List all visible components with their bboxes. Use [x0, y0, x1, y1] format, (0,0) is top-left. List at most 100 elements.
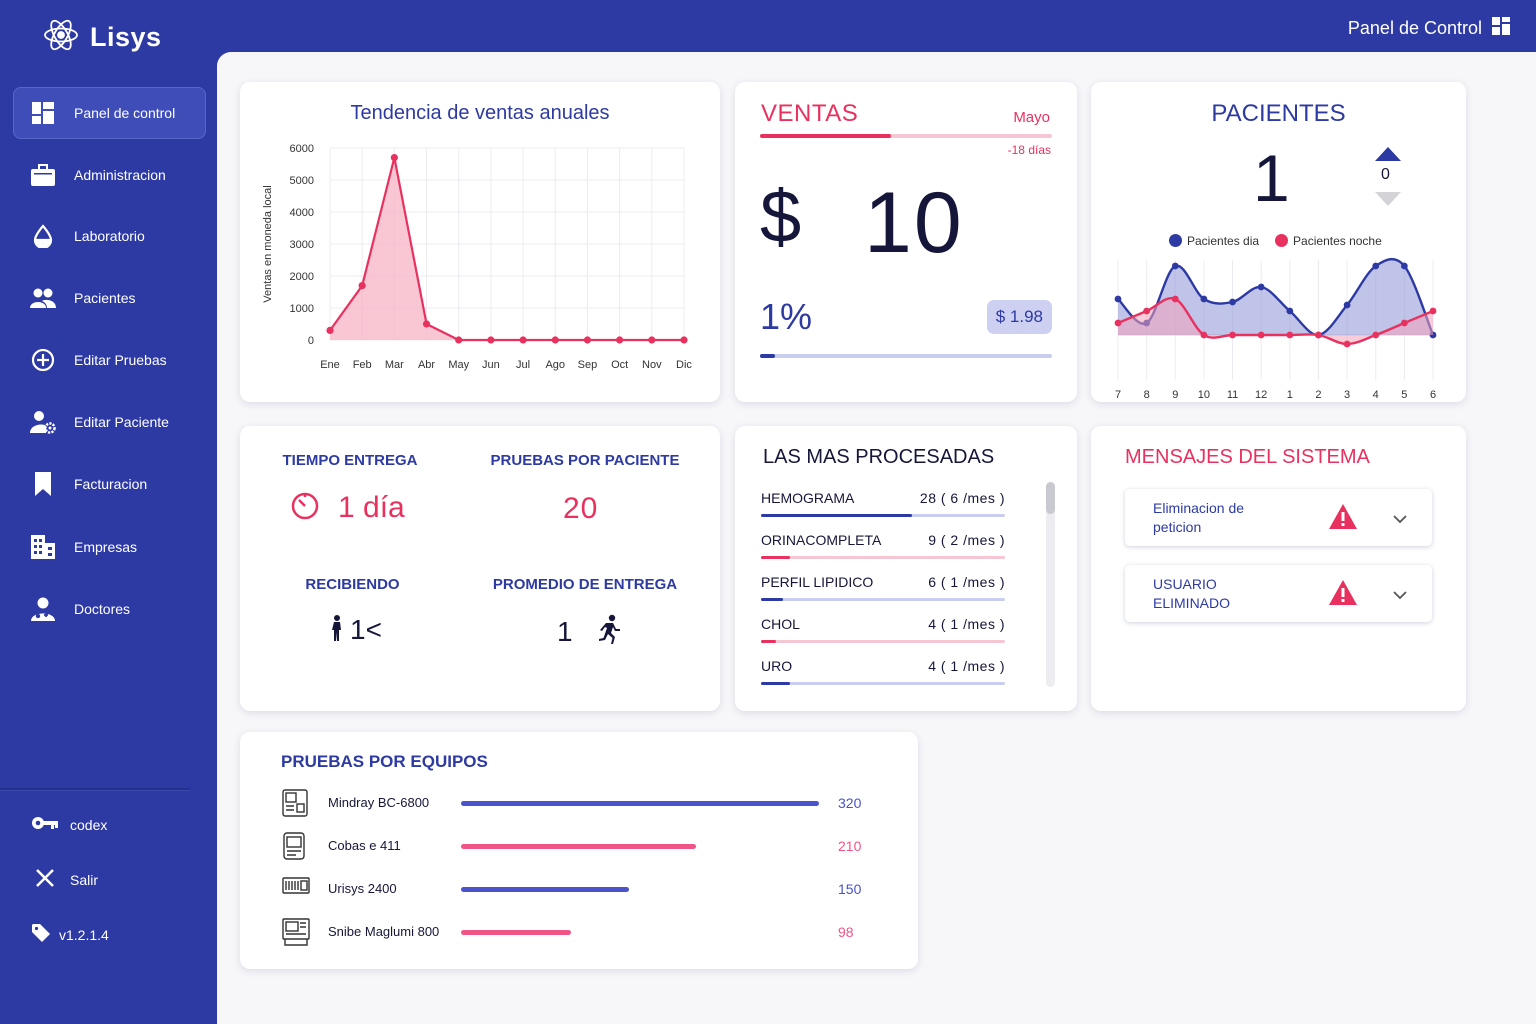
- procesada-bar: [761, 556, 1005, 559]
- procesada-bar: [761, 640, 1005, 643]
- sales-chart: 6000 5000 4000 3000 2000 1000 0 Ene Feb Mar Abr May…: [262, 143, 692, 371]
- sidebar-item-doctores[interactable]: Doctores: [13, 583, 206, 635]
- sidebar-item-label: Editar Pruebas: [74, 352, 167, 368]
- bookmark-icon: [19, 472, 67, 496]
- y-tick-label: 1000: [290, 303, 314, 315]
- recibiendo-label: RECIBIENDO: [305, 576, 400, 593]
- equipo-bar: [461, 844, 696, 849]
- mensajes-title: MENSAJES DEL SISTEMA: [1125, 446, 1370, 468]
- mensajes-card: MENSAJES DEL SISTEMA Eliminacion de peti…: [1091, 426, 1466, 711]
- sidebar-item-laboratorio[interactable]: Laboratorio: [13, 210, 206, 262]
- header-panel-link[interactable]: Panel de Control: [1348, 17, 1510, 40]
- logout-button[interactable]: Salir: [32, 869, 98, 890]
- series-point-1: [1229, 331, 1236, 339]
- pruebas-por-paciente-label: PRUEBAS POR PACIENTE: [490, 452, 680, 469]
- pacientes-count: 1: [1253, 141, 1290, 215]
- tiempo-entrega-value: 1 día: [290, 490, 405, 525]
- procesada-bar-fill: [761, 514, 913, 517]
- procesada-name: ORINACOMPLETA: [761, 532, 882, 548]
- x-tick-label: Ene: [320, 359, 340, 371]
- logout-label: Salir: [70, 871, 99, 888]
- series-line-0: [1117, 258, 1435, 337]
- sidebar-item-editar-pruebas[interactable]: Editar Pruebas: [13, 334, 206, 386]
- sidebar-divider: [0, 788, 190, 790]
- x-tick-label: 10: [1198, 389, 1210, 401]
- x-tick-label: 4: [1373, 389, 1379, 401]
- x-tick-label: 6: [1430, 389, 1436, 401]
- series-area-1: [1118, 298, 1433, 344]
- ventas-bottom-progress-fill: [760, 354, 775, 358]
- procesada-name: PERFIL LIPIDICO: [761, 574, 874, 590]
- series-point-0: [1114, 295, 1122, 303]
- x-tick-label: Jun: [482, 359, 500, 371]
- equipo-row: Snibe Maglumi 800 98: [282, 918, 872, 948]
- procesada-name: CHOL: [761, 616, 800, 632]
- sales-point: [616, 336, 624, 344]
- header-title: Panel de Control: [1347, 18, 1482, 38]
- series-point-1: [1114, 319, 1122, 327]
- legend-label-dia: Pacientes dia: [1187, 234, 1260, 248]
- promedio-entrega-value: 1: [557, 614, 621, 649]
- sidebar-item-facturacion[interactable]: Facturacion: [13, 458, 206, 510]
- chevron-down-icon[interactable]: [1393, 587, 1407, 605]
- x-tick-label: Sep: [578, 359, 598, 371]
- procesada-count: 6 ( 1 /mes ): [928, 574, 1005, 590]
- sales-line: [329, 157, 684, 342]
- sidebar-item-label: Panel de control: [74, 105, 176, 121]
- ventas-days: -18 días: [1007, 143, 1051, 157]
- legend-dot-noche: [1275, 234, 1289, 247]
- procesadas-scrollbar[interactable]: [1046, 482, 1055, 687]
- message-item[interactable]: USUARIO ELIMINADO: [1125, 565, 1432, 622]
- pacientes-card: PACIENTES 1 0 Pacientes dia Pacientes no…: [1091, 82, 1466, 402]
- drop-icon: [19, 224, 67, 248]
- recibiendo-value: 1<: [328, 614, 382, 646]
- equipo-bar: [461, 801, 819, 806]
- procesada-bar-fill: [761, 598, 783, 601]
- sidebar-item-pacientes[interactable]: Pacientes: [13, 272, 206, 324]
- x-tick-label: Abr: [418, 359, 435, 371]
- procesada-count: 4 ( 1 /mes ): [928, 658, 1005, 674]
- y-axis-label: Ventas en moneda local: [262, 185, 274, 302]
- sidebar-item-label: Empresas: [74, 539, 138, 555]
- procesadas-card: LAS MAS PROCESADAS HEMOGRAMA 28 ( 6 /mes …: [735, 426, 1077, 711]
- warning-icon: [1328, 579, 1358, 611]
- sidebar-item-panel-de-control[interactable]: Panel de control: [13, 87, 206, 139]
- version-text: v1.2.1.4: [59, 926, 109, 943]
- y-tick-label: 5000: [290, 175, 314, 187]
- x-tick-label: Dic: [676, 359, 692, 371]
- sidebar-item-empresas[interactable]: Empresas: [13, 521, 206, 573]
- series-point-1: [1200, 331, 1208, 339]
- warning-icon: [1328, 503, 1358, 535]
- users-icon: [19, 288, 67, 308]
- x-tick-label: Oct: [611, 359, 628, 371]
- sales-point: [648, 336, 656, 344]
- procesada-bar: [761, 598, 1005, 601]
- equipo-name: Urisys 2400: [328, 881, 397, 896]
- x-tick-label: Mar: [385, 359, 404, 371]
- ventas-amount-badge: $ 1.98: [986, 300, 1052, 334]
- top-bar: Lisys Panel de Control: [0, 0, 1536, 52]
- arrow-down-icon[interactable]: [1375, 192, 1401, 211]
- sidebar-item-label: Administracion: [74, 167, 166, 183]
- ventas-card: VENTAS Mayo -18 días $ 10 1% $ 1.98: [735, 82, 1077, 402]
- procesada-bar: [761, 514, 1005, 517]
- sidebar-item-editar-paciente[interactable]: Editar Paciente: [13, 396, 206, 448]
- series-point-0: [1286, 307, 1294, 315]
- pruebas-por-paciente-value: 20: [563, 492, 598, 526]
- x-tick-label: 9: [1172, 389, 1178, 401]
- sidebar-item-administracion[interactable]: Administracion: [13, 149, 206, 201]
- ventas-title: VENTAS: [761, 100, 859, 127]
- procesada-count: 4 ( 1 /mes ): [928, 616, 1005, 632]
- brand[interactable]: Lisys: [42, 16, 162, 59]
- equipo-row: Cobas e 411 210: [282, 832, 872, 862]
- arrow-up-icon[interactable]: [1375, 147, 1401, 166]
- user-name: codex: [70, 816, 108, 833]
- procesada-count: 9 ( 2 /mes ): [928, 532, 1005, 548]
- tag-icon: [32, 924, 50, 945]
- plus-circle-icon: [19, 348, 67, 372]
- chevron-down-icon[interactable]: [1393, 511, 1407, 529]
- scrollbar-thumb[interactable]: [1046, 482, 1055, 514]
- message-item[interactable]: Eliminacion de peticion: [1125, 489, 1432, 546]
- sidebar-user[interactable]: codex: [32, 816, 107, 833]
- pruebas-por-paciente-text: 20: [563, 492, 599, 525]
